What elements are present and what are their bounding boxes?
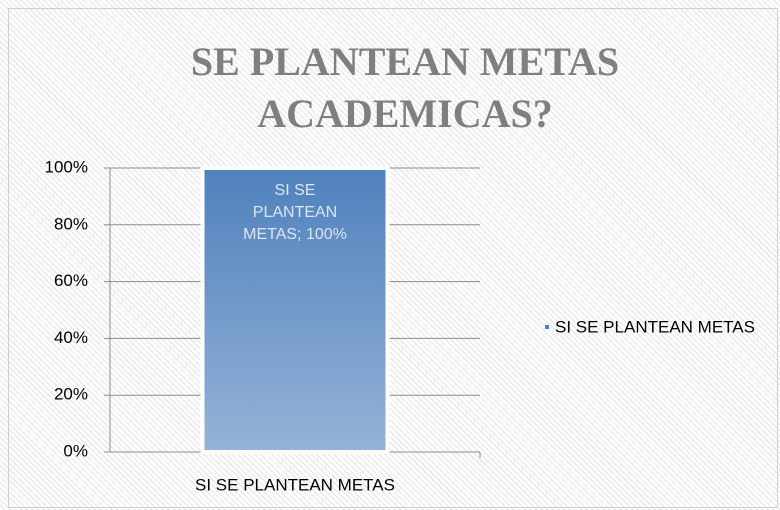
- value-label: SI SE PLANTEAN METAS; 100%: [243, 182, 347, 243]
- chart-title: SE PLANTEAN METAS ACADEMICAS?: [190, 39, 620, 136]
- y-tick-label: 80%: [54, 214, 88, 233]
- x-tick-label: SI SE PLANTEAN METAS: [195, 475, 395, 494]
- chart-border: [8, 8, 778, 508]
- legend-label: SI SE PLANTEAN METAS: [555, 317, 755, 336]
- bar: [200, 166, 390, 454]
- y-tick-label: 20%: [54, 385, 88, 404]
- y-tick-label: 0%: [63, 441, 88, 460]
- legend-swatch: [545, 325, 549, 329]
- y-tick-label: 100%: [45, 157, 88, 176]
- y-tick-label: 60%: [54, 271, 88, 290]
- y-tick-label: 40%: [54, 328, 88, 347]
